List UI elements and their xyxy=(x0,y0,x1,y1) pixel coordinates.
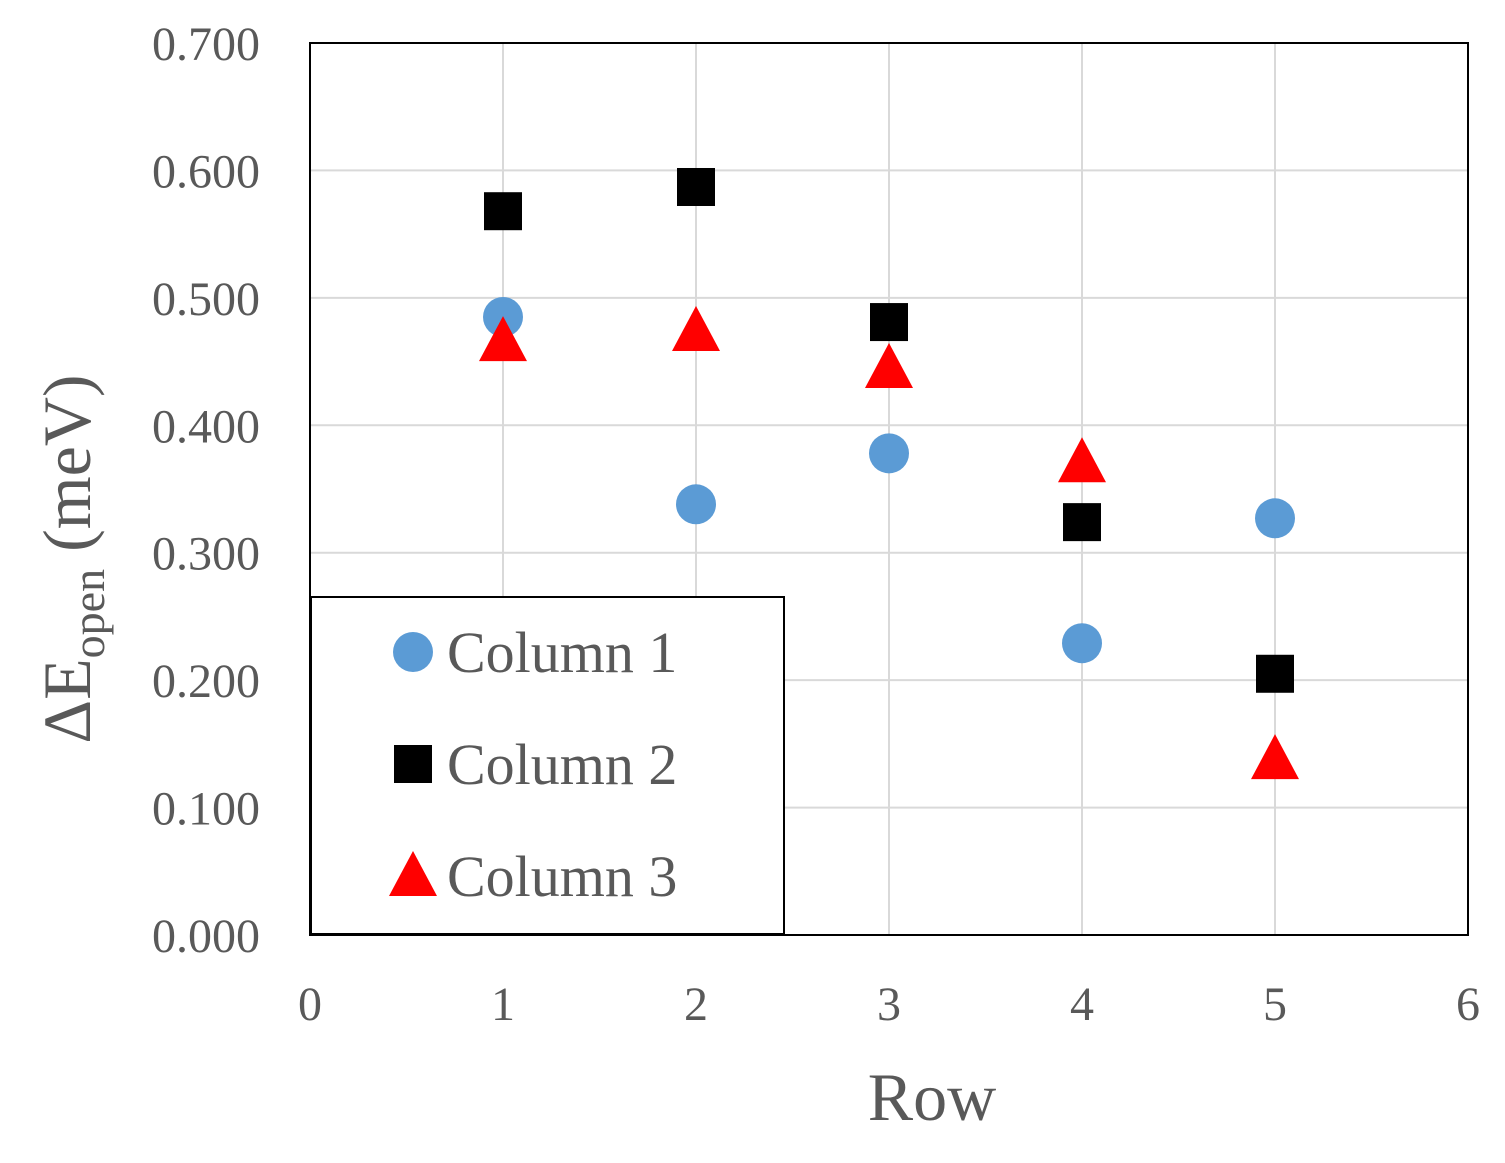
legend-label: Column 3 xyxy=(447,844,677,909)
x-tick-label: 0 xyxy=(298,978,322,1031)
grid-lines xyxy=(309,42,1469,936)
data-point xyxy=(672,305,720,351)
data-points xyxy=(479,167,1299,780)
data-point xyxy=(869,433,909,474)
x-tick-label: 2 xyxy=(684,978,708,1031)
plot-area xyxy=(309,42,1469,936)
x-tick-label: 5 xyxy=(1263,978,1287,1031)
y-tick-label: 0.700 xyxy=(152,18,260,71)
y-tick-label: 0.000 xyxy=(152,910,260,963)
series-2 xyxy=(484,167,1294,693)
legend-marker-triangle xyxy=(389,851,437,896)
y-axis-title-sub: open xyxy=(63,569,114,658)
data-point xyxy=(1062,623,1102,664)
data-point xyxy=(865,342,913,388)
data-point xyxy=(676,484,716,525)
x-axis-ticks: 0 1 2 3 4 5 6 xyxy=(298,978,1480,1031)
y-tick-label: 0.200 xyxy=(152,655,260,708)
data-point xyxy=(1063,503,1101,542)
legend-label: Column 1 xyxy=(447,620,677,685)
x-tick-label: 4 xyxy=(1070,978,1094,1031)
legend: Column 1 Column 2 Column 3 xyxy=(310,596,785,935)
x-tick-label: 1 xyxy=(491,978,515,1031)
y-tick-label: 0.400 xyxy=(152,400,260,453)
legend-box xyxy=(310,596,785,935)
y-tick-label: 0.100 xyxy=(152,783,260,836)
y-axis-title-main: ΔE xyxy=(29,658,105,743)
y-axis-title: ΔEopen (meV) xyxy=(29,374,114,743)
series-3 xyxy=(479,305,1299,780)
legend-label: Column 2 xyxy=(447,732,677,797)
data-point xyxy=(1255,498,1295,539)
y-axis-ticks: 0.000 0.100 0.200 0.300 0.400 0.500 0.600 0.700 xyxy=(152,18,260,963)
x-tick-label: 6 xyxy=(1456,978,1480,1031)
data-point xyxy=(1256,654,1294,693)
data-point xyxy=(1251,734,1299,780)
y-tick-label: 0.300 xyxy=(152,528,260,581)
legend-marker-square xyxy=(394,745,432,783)
x-axis-title: Row xyxy=(868,1059,996,1135)
data-point xyxy=(677,167,715,206)
y-axis-title-unit: (meV) xyxy=(29,374,105,568)
data-point xyxy=(484,192,522,231)
data-point xyxy=(479,316,527,362)
y-tick-label: 0.600 xyxy=(152,145,260,198)
y-tick-label: 0.500 xyxy=(152,273,260,326)
x-tick-label: 3 xyxy=(877,978,901,1031)
data-point xyxy=(1058,437,1106,483)
legend-marker-circle xyxy=(393,632,433,672)
data-point xyxy=(870,303,908,342)
